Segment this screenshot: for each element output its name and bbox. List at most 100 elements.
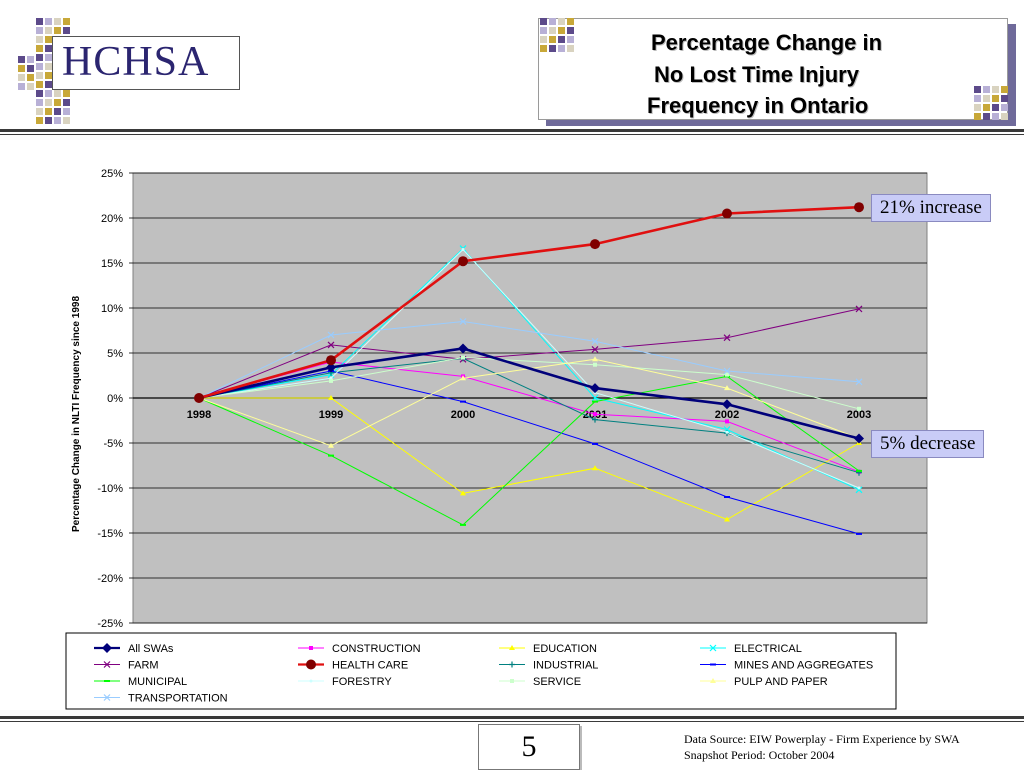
decorative-square [36,18,43,25]
data-point [591,394,599,402]
data-point [724,496,730,498]
y-tick-label: -20% [97,573,123,585]
y-tick-label: 5% [107,348,123,360]
header-divider-thin [0,134,1024,135]
data-point [854,202,864,213]
decorative-square [36,72,43,79]
decorative-square [36,81,43,88]
legend-label: FARM [128,660,159,672]
data-point [460,490,466,496]
data-point [329,378,333,383]
decorative-square [27,74,34,81]
legend-label: CONSTRUCTION [332,643,421,655]
legend-label: EDUCATION [533,643,597,655]
decorative-square [36,99,43,106]
series-line [198,375,860,526]
data-point [854,433,864,444]
decorative-square [983,113,990,120]
decorative-square [992,86,999,93]
decorative-square [36,27,43,34]
page-title-line-3: Frequency in Ontario [647,93,869,118]
decorative-square [1001,86,1008,93]
decorative-square [45,18,52,25]
y-tick-label: -5% [103,438,123,450]
data-point [591,345,599,353]
y-tick-label: 20% [101,213,123,225]
y-tick-label: 25% [101,168,123,180]
legend-label: SERVICE [533,676,581,688]
decorative-square [63,27,70,34]
x-tick-label: 1999 [319,409,343,421]
decorative-square [45,63,52,70]
series-line [198,347,860,440]
decorative-square [63,99,70,106]
data-point [306,659,316,670]
decorative-square [45,54,52,61]
decorative-square [45,108,52,115]
decorative-square [54,99,61,106]
data-point [194,393,204,403]
data-point [710,678,716,683]
decorative-square [974,113,981,120]
data-point [855,378,863,386]
data-point [725,372,729,377]
decorative-square [549,27,556,34]
series-line [198,356,860,410]
data-point [460,400,466,403]
data-point [510,679,514,683]
data-point [855,305,863,313]
x-tick-label: 2003 [847,409,871,421]
decorative-square [54,18,61,25]
decorative-square [983,86,990,93]
legend-label: TRANSPORTATION [128,693,228,705]
increase-callout: 21% increase [871,194,991,222]
decorative-square [540,18,547,25]
data-point [723,334,731,342]
legend-label: FORESTRY [332,676,392,688]
decorative-square [567,36,574,43]
series-line [198,370,860,535]
decorative-square [567,27,574,34]
series-line [198,308,860,399]
title-panel [538,18,1008,120]
decorative-square [549,18,556,25]
decorative-square [992,95,999,102]
decorative-square [45,81,52,88]
data-point [856,532,862,535]
decorative-square [549,36,556,43]
data-point [723,367,731,375]
y-tick-label: 10% [101,303,123,315]
header-divider [0,129,1024,132]
data-point [709,644,717,652]
data-point [590,383,600,394]
data-point [309,679,313,683]
data-point [509,661,515,668]
y-tick-label: -15% [97,528,123,540]
data-point [461,355,465,360]
decorative-square [45,72,52,79]
data-point [328,395,334,400]
decorative-square [567,45,574,52]
data-point [722,208,732,219]
decorative-square [54,27,61,34]
legend-label: INDUSTRIAL [533,660,598,672]
data-point [591,337,599,345]
decorative-square [36,45,43,52]
data-point [458,256,468,267]
decorative-square [27,65,34,72]
decorative-square [54,108,61,115]
decorative-square [63,108,70,115]
data-point [326,355,336,366]
decorative-square [974,95,981,102]
y-tick-label: -10% [97,483,123,495]
x-tick-label: 1998 [187,409,211,421]
series-line [198,361,860,473]
data-point [725,430,729,434]
decorative-square [36,108,43,115]
data-point [103,694,111,701]
decorative-square [549,45,556,52]
data-point [458,343,468,354]
decorative-square [36,63,43,70]
legend-box [65,632,897,710]
